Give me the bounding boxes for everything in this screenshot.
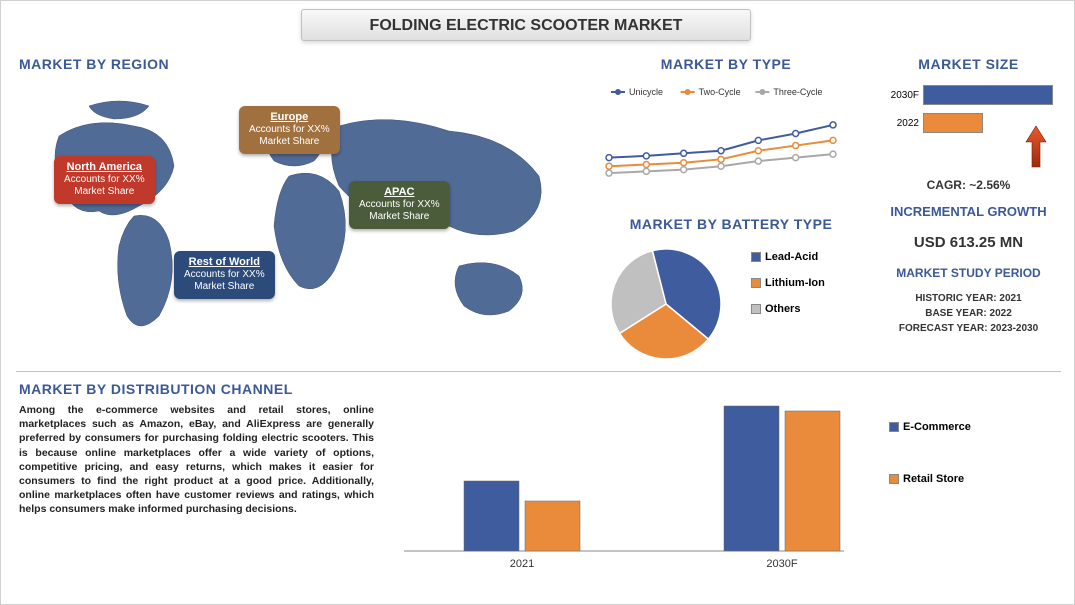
distribution-panel: MARKET BY DISTRIBUTION CHANNEL Among the… [19,381,1059,596]
svg-text:Two-Cycle: Two-Cycle [699,87,741,97]
svg-text:Three-Cycle: Three-Cycle [773,87,822,97]
distribution-bar-chart: 2021 2030F [384,381,864,581]
region-tag: Rest of WorldAccounts for XX%Market Shar… [174,251,275,299]
cagr-value: CAGR: ~2.56% [876,178,1061,192]
region-tag: APACAccounts for XX%Market Share [349,181,450,229]
growth-arrow-icon [1024,124,1048,169]
market-size-panel: MARKET SIZE 2030F2022 CAGR: ~2.56% INCRE… [876,56,1061,366]
study-line: BASE YEAR: 2022 [876,306,1061,321]
legend-item: Lead-Acid [751,251,825,263]
size-bar-row: 2030F [881,81,1053,109]
svg-text:Unicycle: Unicycle [629,87,663,97]
study-period-heading: MARKET STUDY PERIOD [876,266,1061,280]
svg-text:2021: 2021 [510,558,534,570]
study-period-lines: HISTORIC YEAR: 2021BASE YEAR: 2022FORECA… [876,291,1061,336]
legend-item: Retail Store [889,473,971,485]
type-line-chart: Unicycle Two-Cycle Three-Cycle [601,78,841,198]
type-panel: MARKET BY TYPE Unicycle Two-Cycle Three-… [601,56,851,206]
horizontal-divider [16,371,1061,372]
page-title: FOLDING ELECTRIC SCOOTER MARKET [301,9,751,41]
type-heading: MARKET BY TYPE [601,56,851,72]
battery-heading: MARKET BY BATTERY TYPE [601,216,861,232]
pie-legend: Lead-Acid Lithium-Ion Others [751,251,825,329]
region-tag: North AmericaAccounts for XX%Market Shar… [54,156,155,204]
region-panel: MARKET BY REGION EuropeAccounts for XX%M… [19,56,579,351]
region-heading: MARKET BY REGION [19,56,579,72]
world-map: EuropeAccounts for XX%Market Share North … [19,81,579,351]
legend-item: Others [751,303,825,315]
pie-chart [601,244,731,364]
svg-text:2030F: 2030F [766,558,797,570]
legend-item: E-Commerce [889,421,971,433]
region-tag: EuropeAccounts for XX%Market Share [239,106,340,154]
study-line: FORECAST YEAR: 2023-2030 [876,321,1061,336]
legend-item: Lithium-Ion [751,277,825,289]
distribution-legend: E-Commerce Retail Store [889,421,971,525]
size-heading: MARKET SIZE [876,56,1061,72]
incremental-growth-heading: INCREMENTAL GROWTH [876,204,1061,219]
study-line: HISTORIC YEAR: 2021 [876,291,1061,306]
distribution-text: Among the e-commerce websites and retail… [19,403,374,516]
incremental-growth-value: USD 613.25 MN [876,234,1061,251]
battery-panel: MARKET BY BATTERY TYPE Lead-Acid Lithium-… [601,216,861,366]
